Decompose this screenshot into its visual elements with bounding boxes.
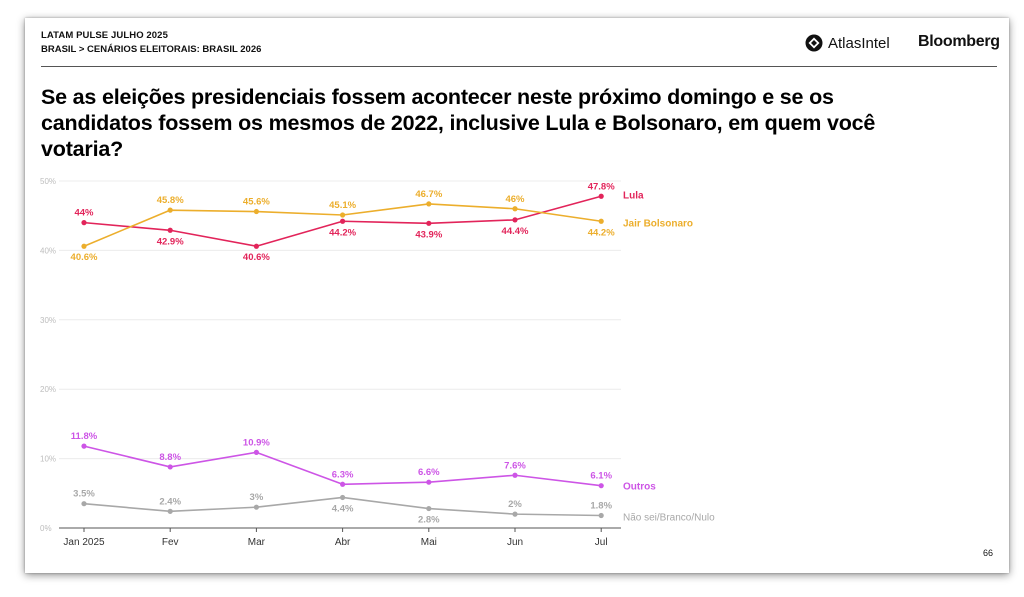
data-point (167, 207, 173, 213)
data-label: 43.9% (415, 229, 442, 240)
atlasintel-logo: AtlasIntel (805, 33, 890, 53)
data-label: 40.6% (71, 252, 98, 263)
bloomberg-logo: Bloomberg (918, 33, 1000, 50)
data-label: 3% (250, 492, 264, 503)
series-label: Lula (623, 190, 644, 201)
data-label: 46.7% (415, 189, 442, 200)
x-tick-label: Fev (162, 537, 179, 548)
y-tick-label: 50% (40, 177, 56, 186)
data-label: 44.2% (588, 227, 615, 238)
data-point (253, 449, 259, 455)
data-label: 44% (74, 208, 94, 219)
header-divider (41, 66, 997, 67)
data-point (167, 464, 173, 470)
data-point (253, 208, 259, 215)
data-point (598, 193, 604, 199)
breadcrumb: BRASIL > CENÁRIOS ELEITORAIS: BRASIL 202… (41, 44, 262, 55)
data-point (253, 243, 259, 249)
data-point (340, 212, 346, 218)
data-point (512, 206, 518, 212)
page-number: 66 (983, 548, 994, 558)
data-label: 1.8% (590, 501, 612, 512)
data-point (426, 505, 432, 512)
data-point (340, 218, 346, 224)
data-point (512, 217, 518, 223)
y-tick-label: 0% (40, 524, 52, 533)
data-point (426, 201, 432, 207)
series-label: Jair Bolsonaro (623, 218, 693, 229)
data-label: 6.6% (418, 467, 440, 478)
x-tick-label: Mai (421, 537, 437, 548)
data-point (598, 483, 604, 489)
x-tick-label: Jan 2025 (63, 537, 105, 548)
data-label: 8.8% (159, 452, 181, 463)
data-point (426, 479, 432, 485)
report-name: LATAM PULSE JULHO 2025 (41, 30, 168, 41)
data-point (512, 511, 518, 517)
data-label: 44.2% (329, 227, 356, 238)
x-tick-label: Abr (335, 537, 351, 548)
data-label: 6.1% (590, 471, 612, 482)
data-point (81, 243, 87, 249)
atlasintel-logo-icon (805, 34, 823, 52)
line-chart: 0% 10% 20% 30% 40% 50% Jan 2025 Fev Mar Abr Mai Jun… (40, 177, 715, 548)
data-point (81, 220, 87, 226)
data-label: 3.5% (73, 489, 95, 500)
data-label: 11.8% (71, 431, 98, 442)
data-point (253, 504, 259, 510)
data-label: 10.9% (243, 437, 270, 448)
y-tick-label: 40% (40, 246, 56, 255)
data-label: 45.8% (157, 195, 184, 206)
data-label: 7.6% (504, 460, 526, 471)
data-label: 45.6% (243, 197, 270, 208)
data-label: 47.8% (588, 181, 615, 192)
data-point (340, 481, 346, 487)
x-tick-label: Jul (595, 537, 608, 548)
data-label: 2% (508, 499, 522, 510)
data-point (167, 227, 173, 233)
series-label: Não sei/Branco/Nulo (623, 513, 715, 524)
data-label: 2.4% (159, 496, 181, 507)
x-tick-label: Jun (507, 537, 523, 548)
data-label: 4.4% (332, 503, 354, 514)
data-label: 40.6% (243, 252, 270, 263)
data-label: 46% (505, 194, 525, 205)
x-tick-label: Mar (248, 537, 266, 548)
data-label: 44.4% (502, 226, 529, 237)
data-point (167, 508, 173, 514)
y-tick-label: 20% (40, 385, 56, 394)
question-title: Se as eleições presidenciais fossem acon… (41, 85, 876, 161)
data-point (340, 494, 346, 501)
data-point (598, 218, 604, 224)
slide: LATAM PULSE JULHO 2025 BRASIL > CENÁRIOS… (25, 18, 1009, 573)
data-point (512, 472, 518, 478)
data-point (426, 220, 432, 226)
data-point (81, 443, 87, 449)
data-label: 45.1% (329, 200, 356, 211)
y-tick-label: 10% (40, 455, 56, 464)
data-label: 42.9% (157, 236, 184, 247)
y-tick-label: 30% (40, 316, 56, 325)
data-point (81, 501, 87, 507)
atlasintel-logo-text: AtlasIntel (828, 34, 890, 52)
data-label: 2.8% (418, 515, 440, 526)
data-point (598, 512, 604, 519)
series-label: Outros (623, 482, 656, 493)
data-label: 6.3% (332, 469, 354, 480)
